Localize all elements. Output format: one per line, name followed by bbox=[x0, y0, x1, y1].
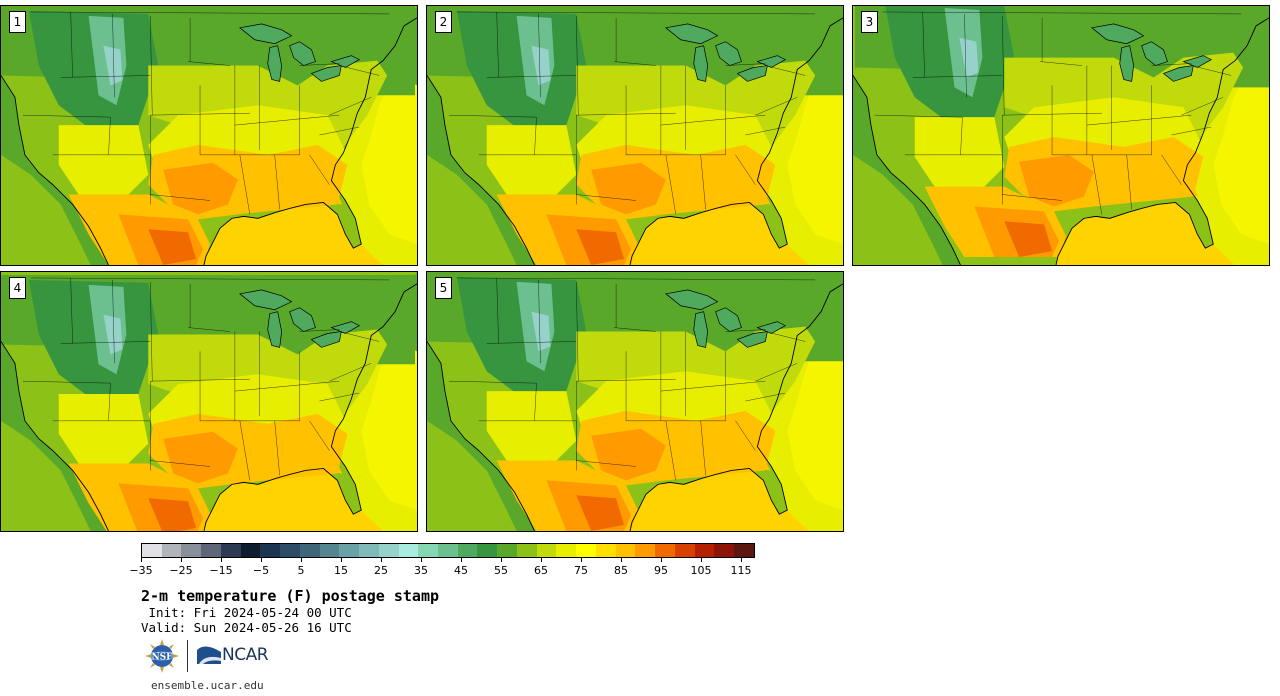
colorbar-segment bbox=[694, 544, 715, 557]
temperature-map bbox=[853, 6, 1269, 265]
colorbar-tick-label: 25 bbox=[374, 564, 388, 577]
colorbar-segment bbox=[595, 544, 616, 557]
colorbar-segment bbox=[576, 544, 596, 557]
colorbar-tick-label: 15 bbox=[334, 564, 348, 577]
panel-label: 1 bbox=[9, 11, 26, 33]
colorbar-segment bbox=[714, 544, 735, 557]
colorbar-tick-label: 65 bbox=[534, 564, 548, 577]
colorbar-segment bbox=[181, 544, 202, 557]
colorbar-tick bbox=[141, 558, 142, 562]
colorbar-tick bbox=[221, 558, 222, 562]
colorbar-segment bbox=[674, 544, 695, 557]
temperature-map bbox=[1, 272, 417, 531]
panel-label: 2 bbox=[435, 11, 452, 33]
colorbar-tick-label: 85 bbox=[614, 564, 628, 577]
panel-label: 3 bbox=[861, 11, 878, 33]
panel-label: 4 bbox=[9, 277, 26, 299]
colorbar-segment bbox=[220, 544, 241, 557]
colorbar-segment bbox=[556, 544, 577, 557]
colorbar-tick bbox=[741, 558, 742, 562]
colorbar-segment bbox=[655, 544, 675, 557]
colorbar-segment bbox=[418, 544, 439, 557]
map-panel-4: 4 bbox=[0, 271, 418, 532]
website-link[interactable]: ensemble.ucar.edu bbox=[151, 679, 264, 692]
nsf-globe-icon: NSF bbox=[145, 639, 179, 673]
colorbar-tick-label: 45 bbox=[454, 564, 468, 577]
colorbar-segment bbox=[438, 544, 458, 557]
colorbar-tick bbox=[181, 558, 182, 562]
colorbar-tick bbox=[661, 558, 662, 562]
colorbar-tick bbox=[421, 558, 422, 562]
map-panel-1: 1 bbox=[0, 5, 418, 266]
colorbar-tick-label: 105 bbox=[690, 564, 712, 577]
colorbar-segment bbox=[280, 544, 300, 557]
colorbar-tick-label: 75 bbox=[574, 564, 588, 577]
colorbar-tick-label: 95 bbox=[654, 564, 668, 577]
colorbar-segment bbox=[319, 544, 340, 557]
colorbar-segment bbox=[299, 544, 320, 557]
map-panel-5: 5 bbox=[426, 271, 844, 532]
colorbar-segment bbox=[734, 544, 754, 557]
colorbar-tick bbox=[381, 558, 382, 562]
colorbar-segment bbox=[398, 544, 419, 557]
colorbar-tick bbox=[341, 558, 342, 562]
figure-title: 2-m temperature (F) postage stamp bbox=[141, 587, 440, 605]
colorbar-tick-label: 55 bbox=[494, 564, 508, 577]
colorbar-tick-label: −25 bbox=[169, 564, 193, 577]
ncar-wave-icon bbox=[197, 646, 221, 664]
colorbar-segment bbox=[201, 544, 221, 557]
colorbar-segment bbox=[260, 544, 281, 557]
valid-time: Valid: Sun 2024-05-26 16 UTC bbox=[141, 620, 352, 635]
colorbar-tick bbox=[301, 558, 302, 562]
colorbar-tick bbox=[501, 558, 502, 562]
temperature-map bbox=[427, 272, 843, 531]
colorbar bbox=[141, 543, 755, 558]
colorbar-segment bbox=[161, 544, 182, 557]
colorbar-tick bbox=[261, 558, 262, 562]
colorbar-tick bbox=[461, 558, 462, 562]
colorbar-tick bbox=[621, 558, 622, 562]
colorbar-tick-label: 115 bbox=[730, 564, 752, 577]
logo-divider bbox=[187, 640, 188, 672]
temperature-map bbox=[1, 6, 417, 265]
colorbar-segment bbox=[477, 544, 498, 557]
colorbar-labels: −35 −25 −15 −5 5 15 25 35 45 55 65 75 85 95 105 115 bbox=[129, 564, 755, 578]
colorbar-tick bbox=[581, 558, 582, 562]
colorbar-tick-label: −35 bbox=[129, 564, 153, 577]
colorbar-segment bbox=[536, 544, 557, 557]
colorbar-segment bbox=[635, 544, 656, 557]
colorbar-segment bbox=[378, 544, 399, 557]
colorbar-segment bbox=[516, 544, 537, 557]
colorbar-segment bbox=[497, 544, 517, 557]
colorbar-ticks bbox=[141, 558, 755, 564]
colorbar-tick-label: 5 bbox=[297, 564, 305, 577]
colorbar-segment bbox=[339, 544, 360, 557]
init-time: Init: Fri 2024-05-24 00 UTC bbox=[141, 605, 352, 620]
colorbar-segment bbox=[142, 544, 162, 557]
colorbar-tick bbox=[541, 558, 542, 562]
colorbar-tick bbox=[701, 558, 702, 562]
colorbar-tick-label: 35 bbox=[414, 564, 428, 577]
map-panel-2: 2 bbox=[426, 5, 844, 266]
panel-label: 5 bbox=[435, 277, 452, 299]
map-panel-3: 3 bbox=[852, 5, 1270, 266]
temperature-map bbox=[427, 6, 843, 265]
colorbar-segment bbox=[240, 544, 261, 557]
ncar-logo-text: NCAR bbox=[222, 645, 269, 665]
colorbar-segment bbox=[457, 544, 478, 557]
colorbar-tick-label: −5 bbox=[252, 564, 270, 577]
colorbar-tick-label: −15 bbox=[209, 564, 233, 577]
nsf-logo-text: NSF bbox=[151, 653, 173, 663]
colorbar-segment bbox=[615, 544, 636, 557]
colorbar-segment bbox=[359, 544, 379, 557]
